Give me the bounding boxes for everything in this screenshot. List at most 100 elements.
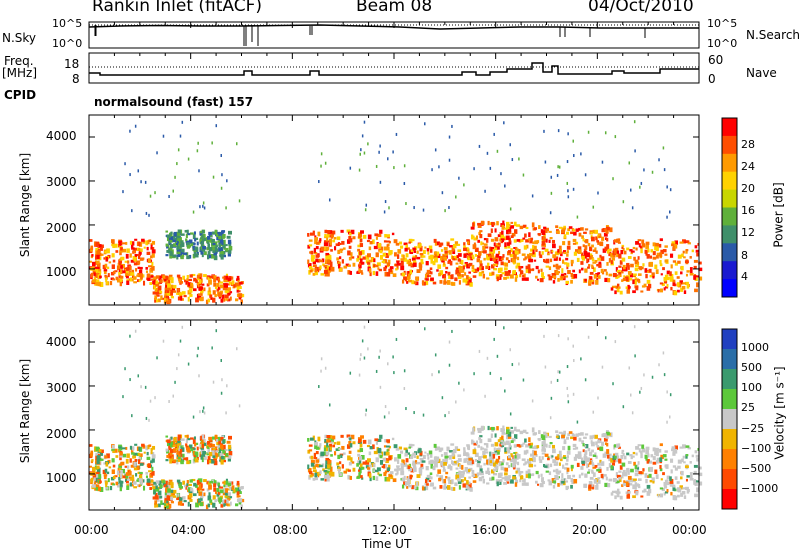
velocity-cell [586,457,590,463]
power-cell [566,245,571,250]
velocity-cell [451,461,456,466]
velocity-cell [129,470,132,476]
power-cell [634,277,638,280]
power-cell [189,274,193,278]
velocity-cell [220,435,225,439]
velocity-cell [199,502,204,507]
power-cell [649,255,653,259]
velocity-cell [416,455,419,459]
velocity-cell [112,483,115,486]
power-cell [195,279,198,283]
velocity-cell [238,502,242,505]
power-cell [457,269,462,273]
power-cell [550,191,553,195]
power-cell [373,258,376,263]
power-cell [143,246,146,249]
power-cell [224,290,228,293]
velocity-cell [598,440,602,443]
velocity-cell [513,444,517,448]
power-cell [138,251,141,256]
velocity-cell [510,430,515,434]
velocity-cell [183,457,188,460]
power-cell [224,286,228,291]
velocity-cell [566,455,569,459]
velocity-cell [649,480,653,483]
velocity-cell [663,481,667,487]
velocity-cell [567,400,570,404]
freq-tick-top: 18 [64,57,80,71]
velocity-cell [170,444,173,448]
velocity-cell [620,454,624,460]
power-cell [490,238,495,242]
power-cell [590,231,594,235]
velocity-cell [456,472,459,476]
velocity-cell [447,485,451,490]
power-cell [112,278,115,281]
velocity-cell [664,450,668,453]
velocity-cell [509,412,512,416]
velocity-cell [666,390,668,394]
power-cell [165,230,169,233]
power-cell [164,294,168,299]
power-cell [472,244,477,250]
power-cell [379,144,381,148]
velocity-cell [196,354,199,358]
power-cell [428,245,433,250]
velocity-cell [396,469,399,475]
power-cell [229,291,233,294]
velocity-cell [682,487,686,490]
velocity-cell [481,471,484,476]
power-cell [100,244,104,249]
power-cell [542,236,546,242]
velocity-cell [501,429,505,435]
velocity-cell [149,487,152,490]
power-cell [376,262,381,267]
velocity-cell [401,466,404,471]
power-cell [594,229,598,234]
velocity-cell [531,427,535,433]
velocity-cell [677,459,682,464]
velocity-cell [314,444,318,450]
velocity-cell [238,495,241,498]
power-cell [500,172,502,176]
power-cell [165,275,168,280]
power-cell [540,229,544,234]
power-cell [541,247,546,250]
velocity-cell [388,464,391,470]
power-cell [217,240,221,243]
velocity-cell [640,450,643,454]
power-cell [175,236,179,242]
power-cell [484,189,486,193]
power-cell [151,253,155,258]
velocity-cell [502,459,505,463]
power-cell [618,253,622,259]
velocity-cell [378,473,382,477]
velocity-cell [235,503,239,507]
velocity-cell [164,496,168,501]
power-cell [425,272,430,276]
velocity-cell [519,479,522,483]
power-cell [610,253,614,258]
velocity-cell [173,436,177,442]
power-cell [110,280,113,286]
power-cell [592,229,595,234]
power-cell [628,286,631,289]
power-cell [681,285,686,290]
velocity-cell [474,459,478,462]
velocity-cell [378,355,380,359]
velocity-cell [508,442,511,448]
velocity-cell [631,455,635,458]
velocity-cell [604,336,607,340]
power-cell [561,229,565,234]
velocity-cell [130,477,135,481]
velocity-cell [479,465,483,469]
velocity-cell [674,445,679,450]
velocity-cell [169,451,173,456]
velocity-cell [158,480,162,486]
power-cell [179,281,184,284]
power-cell [670,286,673,291]
velocity-cell [573,478,578,484]
velocity-cell [199,445,203,449]
velocity-cell [574,454,579,459]
velocity-cell [358,472,361,478]
